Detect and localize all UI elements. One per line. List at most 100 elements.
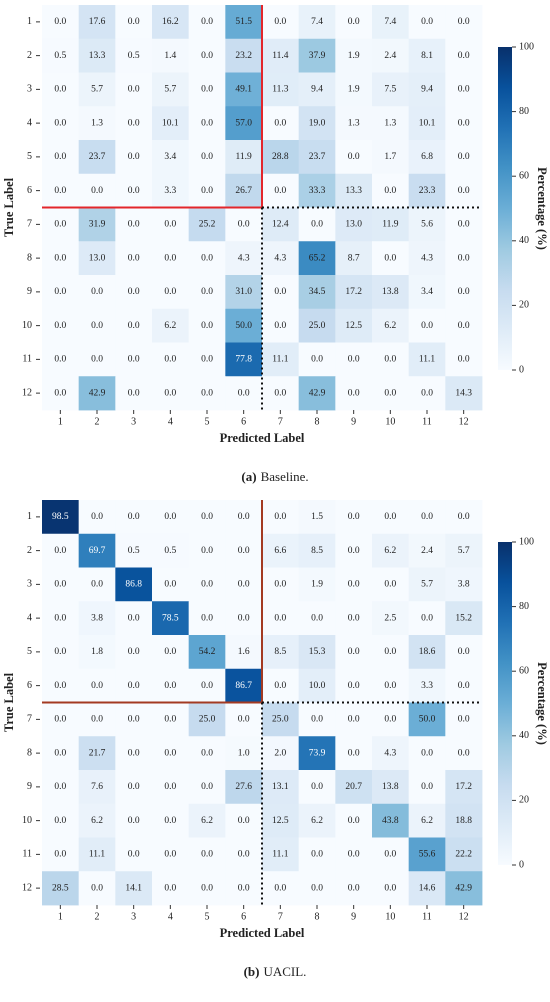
cell-label: 42.9 (89, 388, 106, 398)
heatmap-cell (298, 668, 336, 703)
heatmap-cell (188, 241, 226, 276)
cell-label: 31.0 (235, 287, 252, 297)
cell-label: 0.0 (421, 512, 433, 522)
heatmap-cell (115, 5, 153, 40)
cell-label: 0.0 (458, 152, 470, 162)
heatmap-cell (445, 140, 483, 175)
cell-label: 11.1 (89, 850, 106, 860)
heatmap-cell (298, 702, 336, 737)
heatmap-cell (262, 871, 300, 906)
y-tick-label: 12 (22, 882, 32, 893)
cell-label: 13.1 (272, 782, 289, 792)
cell-label: 21.7 (89, 748, 106, 758)
heatmap-cell (152, 837, 190, 872)
x-tick-label: 2 (95, 911, 100, 922)
cell-label: 0.0 (164, 715, 176, 725)
heatmap-cell (225, 72, 263, 107)
heatmap-cell (188, 106, 226, 141)
heatmap-cell (225, 140, 263, 175)
caption-text: UACIL. (263, 964, 306, 979)
y-tick-label: 7 (27, 714, 32, 725)
cell-label: 3.3 (164, 186, 176, 196)
cell-label: 0.0 (164, 220, 176, 230)
heatmap-cell (225, 241, 263, 276)
heatmap-cell (188, 376, 226, 411)
heatmap-cell (445, 376, 483, 411)
cell-label: 4.3 (274, 253, 286, 263)
heatmap-cell (445, 668, 483, 703)
heatmap-cell (152, 275, 190, 310)
caption: (b) UACIL. (244, 964, 307, 979)
heatmap-cell (42, 72, 80, 107)
heatmap-cell (262, 837, 300, 872)
heatmap-cell (115, 376, 153, 411)
heatmap-cell (42, 106, 80, 141)
cell-label: 0.0 (274, 388, 286, 398)
heatmap-cell (115, 533, 153, 568)
cell-label: 0.0 (458, 85, 470, 95)
heatmap-cell (372, 342, 410, 377)
heatmap-cell (152, 308, 190, 343)
heatmap-cell (335, 275, 373, 310)
heatmap-cell (115, 702, 153, 737)
x-tick-label: 11 (422, 416, 432, 427)
y-tick-label: 2 (27, 545, 32, 556)
cell-label: 0.0 (54, 782, 66, 792)
heatmap-cell (152, 38, 190, 73)
cell-label: 25.0 (199, 715, 216, 725)
heatmap-cell (115, 106, 153, 141)
cell-label: 11.1 (272, 355, 289, 365)
heatmap-cell (262, 702, 300, 737)
heatmap-cell (298, 376, 336, 411)
heatmap-cell (335, 241, 373, 276)
cell-label: 14.1 (125, 883, 142, 893)
cell-label: 5.6 (421, 220, 433, 230)
heatmap-cell (152, 635, 190, 670)
y-tick-label: 8 (27, 252, 32, 263)
cell-label: 0.0 (274, 186, 286, 196)
cell-label: 0.0 (458, 748, 470, 758)
cell-label: 33.3 (309, 186, 326, 196)
heatmap-cell (115, 500, 153, 535)
cell-label: 0.0 (128, 220, 140, 230)
cell-label: 0.0 (238, 613, 250, 623)
cell-label: 0.0 (348, 883, 360, 893)
cell-label: 0.0 (201, 355, 213, 365)
heatmap-cell (152, 736, 190, 771)
cell-label: 10.1 (162, 118, 179, 128)
heatmap-cell (115, 207, 153, 242)
cell-label: 0.0 (128, 355, 140, 365)
colorbar (498, 542, 512, 865)
heatmap-cell (372, 770, 410, 805)
cell-label: 0.0 (91, 580, 103, 590)
heatmap-cell (225, 736, 263, 771)
colorbar-tick-label: 0 (519, 364, 524, 375)
cell-label: 73.9 (309, 748, 326, 758)
heatmap-cell (188, 668, 226, 703)
heatmap-cell (42, 308, 80, 343)
heatmap-cell (42, 702, 80, 737)
cell-label: 14.3 (455, 388, 472, 398)
heatmap-cell (188, 72, 226, 107)
cell-label: 15.2 (455, 613, 472, 623)
cell-label: 1.9 (348, 85, 360, 95)
heatmap-cell (115, 140, 153, 175)
heatmap-cell (335, 567, 373, 602)
heatmap-cell (225, 500, 263, 535)
cell-label: 0.0 (384, 883, 396, 893)
heatmap-cell (408, 38, 446, 73)
cell-label: 0.0 (128, 118, 140, 128)
cell-label: 23.2 (235, 51, 252, 61)
heatmap-cell (298, 72, 336, 107)
heatmap-cell (298, 308, 336, 343)
cell-label: 12.5 (272, 816, 289, 826)
heatmap-cell (372, 207, 410, 242)
cell-label: 0.0 (164, 816, 176, 826)
cell-label: 0.0 (164, 883, 176, 893)
y-tick-label: 10 (22, 815, 32, 826)
heatmap-cell (408, 308, 446, 343)
heatmap-cell (78, 702, 116, 737)
heatmap-cell (152, 376, 190, 411)
cell-label: 0.0 (128, 647, 140, 657)
heatmap-cell (188, 871, 226, 906)
